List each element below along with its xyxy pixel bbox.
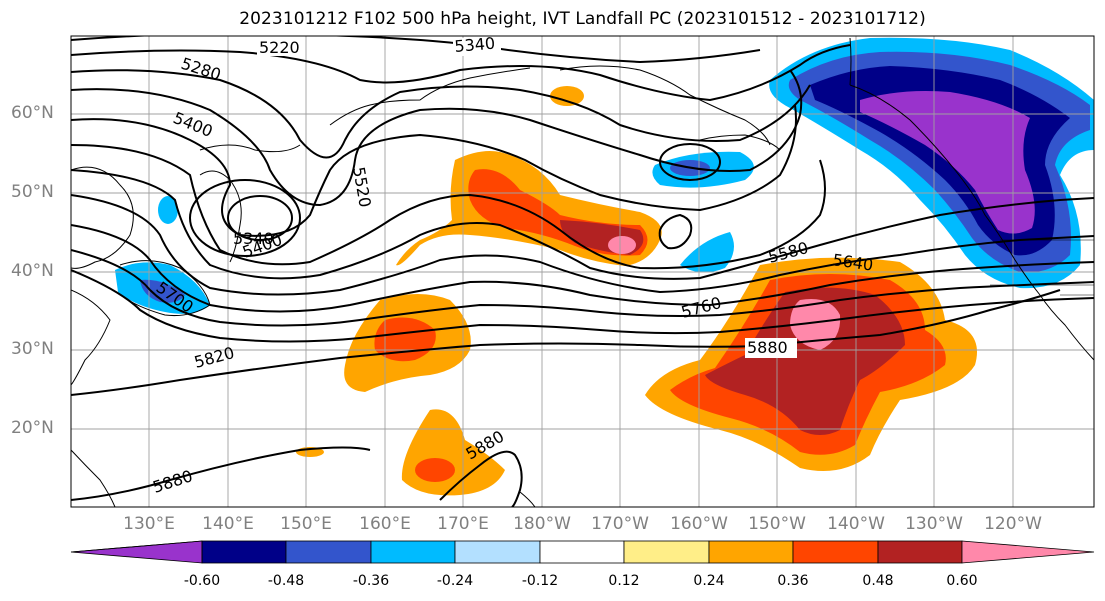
colorbar-tick-label: -0.60: [183, 573, 221, 589]
lon-label: 160°E: [359, 514, 411, 534]
lon-label: 140°W: [827, 514, 885, 534]
colorbar-segment: [454, 540, 541, 564]
colorbar: [70, 540, 1095, 564]
map-title: 2023101212 F102 500 hPa height, IVT Land…: [239, 9, 926, 29]
colorbar-tick-label: 0.36: [777, 573, 809, 589]
contour-label: 5220: [259, 38, 300, 57]
lon-label: 150°E: [280, 514, 332, 534]
lon-label: 170°W: [591, 514, 649, 534]
contour-label: 5880: [747, 338, 788, 357]
colorbar-segment: [792, 540, 879, 564]
pc-region-negative-northamerica-core: [860, 91, 1035, 234]
colorbar-extend-low: [70, 540, 203, 564]
lon-label: 160°W: [670, 514, 728, 534]
colorbar-segment: [708, 540, 794, 564]
lon-label: 120°W: [984, 514, 1042, 534]
colorbar-tick-label: -0.24: [436, 573, 474, 589]
lat-label: 20°N: [11, 418, 54, 438]
lat-label: 60°N: [11, 103, 54, 123]
lat-label: 40°N: [11, 261, 54, 281]
coastlines: [71, 37, 1094, 507]
lon-label: 180°W: [513, 514, 571, 534]
pc-region-positive-east-peak: [790, 299, 841, 350]
colorbar-segment: [201, 540, 287, 564]
colorbar-tick-label: -0.12: [521, 573, 559, 589]
colorbar-segment: [370, 540, 456, 564]
filled-field: [115, 37, 1094, 496]
colorbar-tick-label: -0.36: [352, 573, 390, 589]
contour-label: 5340: [454, 34, 496, 56]
lon-label: 130°W: [905, 514, 963, 534]
lat-label: 30°N: [11, 339, 54, 359]
colorbar-segment: [285, 540, 372, 564]
colorbar-tick-label: 0.12: [608, 573, 640, 589]
pc-region-positive-dateline-peak: [608, 236, 636, 254]
colorbar-tick-label: 0.60: [946, 573, 978, 589]
colorbar-tick-label: 0.24: [693, 573, 725, 589]
colorbar-segment: [623, 540, 710, 564]
colorbar-segment: [877, 540, 963, 564]
lon-label: 140°E: [202, 514, 254, 534]
contour-label: 5340: [233, 229, 274, 248]
lon-label: 150°W: [748, 514, 806, 534]
colorbar-segment: [539, 540, 625, 564]
colorbar-tick-label: -0.48: [267, 573, 305, 589]
plot-frame: [70, 35, 1095, 508]
lon-label: 170°E: [437, 514, 489, 534]
colorbar-extend-high: [961, 540, 1095, 564]
colorbar-tick-label: 0.48: [862, 573, 894, 589]
lat-label: 50°N: [11, 182, 54, 202]
lon-label: 130°E: [123, 514, 175, 534]
